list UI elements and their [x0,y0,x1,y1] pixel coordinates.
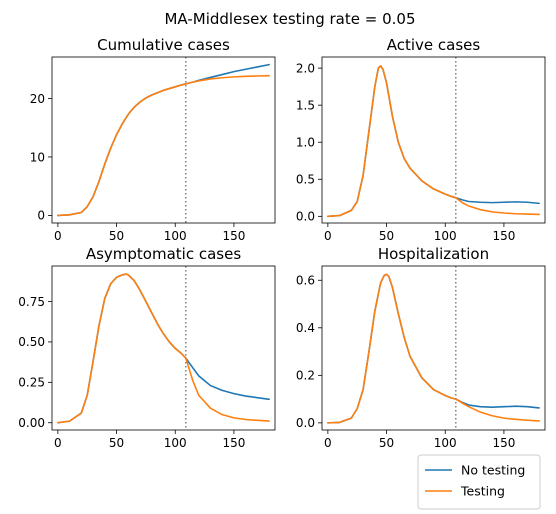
y-tick-label: 1.0 [296,136,315,150]
series-line-testing [327,273,540,424]
y-tick-label: 0.25 [18,376,45,390]
y-tick-label: 0.6 [296,274,315,288]
legend-label-no-testing: No testing [461,463,525,478]
axes-frame [51,56,276,224]
x-tick-label: 100 [434,436,457,450]
y-tick-label: 20 [30,92,45,106]
series-line-testing [57,74,270,217]
x-tick-label: 50 [379,229,394,243]
x-tick-label: 150 [222,229,245,243]
axes-frame [321,56,546,224]
y-tick-label: 1.5 [296,98,315,112]
y-tick-label: 0.4 [296,321,315,335]
y-tick-label: 0 [37,209,45,223]
x-tick-label: 0 [54,436,62,450]
panel-title: Cumulative cases [97,36,230,54]
y-tick-label: 0.0 [296,210,315,224]
y-tick-label: 0.50 [18,335,45,349]
series-line-no-testing [57,273,270,424]
legend-label-testing: Testing [460,484,505,499]
x-tick-label: 150 [492,229,515,243]
y-tick-label: 0.5 [296,173,315,187]
x-tick-label: 100 [164,229,187,243]
series-line-no-testing [57,63,270,217]
figure-suptitle: MA-Middlesex testing rate = 0.05 [164,10,415,28]
x-tick-label: 150 [222,436,245,450]
y-tick-label: 10 [30,150,45,164]
panel-title: Asymptomatic cases [86,245,241,263]
x-tick-label: 150 [492,436,515,450]
series-line-testing [57,273,270,424]
x-tick-label: 0 [54,229,62,243]
x-tick-label: 50 [109,229,124,243]
x-tick-label: 50 [109,436,124,450]
panel-cumulative-cases: Cumulative cases 0 50 100 150 0 10 20 [30,36,276,243]
axes-frame [321,265,546,431]
x-tick-label: 100 [434,229,457,243]
legend: No testing Testing [417,454,541,510]
y-tick-label: 2.0 [296,61,315,75]
legend-frame [417,454,541,510]
x-tick-label: 0 [324,436,332,450]
x-tick-label: 100 [164,436,187,450]
y-tick-label: 0.00 [18,416,45,430]
panel-active-cases: Active cases 0 50 100 150 0.0 0.5 1.0 1.5 2.0 [296,36,546,243]
series-line-testing [327,65,540,218]
panel-title: Active cases [387,36,481,54]
x-tick-label: 0 [324,229,332,243]
y-tick-label: 0.0 [296,416,315,430]
panel-title: Hospitalization [378,245,489,263]
x-tick-label: 50 [379,436,394,450]
axes-frame [51,265,276,431]
panel-asymptomatic-cases: Asymptomatic cases 0 50 100 150 0.00 0.25 0.50… [18,245,276,450]
y-tick-label: 0.2 [296,369,315,383]
panel-hospitalization: Hospitalization 0 50 100 150 0.0 0.2 0.4 0.6 [296,245,546,450]
y-tick-label: 0.75 [18,295,45,309]
